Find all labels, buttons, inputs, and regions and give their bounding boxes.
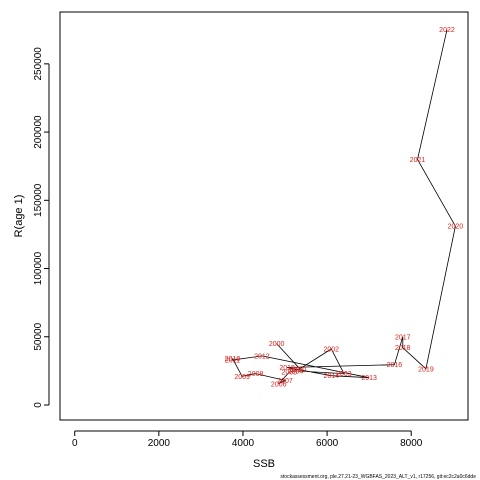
- y-axis: 0 50000 100000 150000 200000 250000: [33, 47, 50, 408]
- x-tick-label: 0: [72, 438, 78, 449]
- year-label-2022: 2022: [439, 27, 455, 34]
- year-label-2018: 2018: [395, 345, 411, 352]
- year-label-2009: 2009: [234, 374, 250, 381]
- year-label-2008: 2008: [248, 371, 264, 378]
- year-label-2012: 2012: [254, 353, 270, 360]
- x-tick-label: 2000: [148, 438, 171, 449]
- x-tick-label: 8000: [400, 438, 423, 449]
- year-label-2001: 2001: [292, 366, 308, 373]
- year-label-2017: 2017: [395, 334, 411, 341]
- x-tick-label: 6000: [316, 438, 339, 449]
- y-tick-label: 0: [33, 402, 44, 408]
- plot-frame: [59, 11, 469, 421]
- y-tick-label: 50000: [33, 322, 44, 350]
- year-label-2014: 2014: [324, 373, 340, 380]
- year-label-2003: 2003: [336, 371, 352, 378]
- year-label-2005: 2005: [281, 370, 297, 377]
- year-label-2002: 2002: [324, 347, 340, 354]
- year-label-2006: 2006: [271, 381, 287, 388]
- y-tick-label: 150000: [33, 183, 44, 217]
- y-tick-label: 200000: [33, 115, 44, 149]
- year-label-2010: 2010: [225, 356, 241, 363]
- x-axis: 0 2000 4000 6000 8000: [72, 430, 423, 449]
- year-label-2011: 2011: [225, 357, 240, 364]
- year-label-2020: 2020: [448, 224, 464, 231]
- y-tick-label: 250000: [33, 47, 44, 81]
- year-label-2000: 2000: [269, 341, 285, 348]
- series-line: [232, 29, 456, 385]
- x-tick-label: 4000: [232, 438, 255, 449]
- year-label-2021: 2021: [410, 157, 426, 164]
- y-tick-label: 100000: [33, 251, 44, 285]
- y-axis-title: R(age 1): [13, 195, 25, 238]
- year-label-2016: 2016: [387, 362, 403, 369]
- recruitment-trajectory-line: [232, 29, 456, 385]
- year-label-2019: 2019: [418, 366, 434, 373]
- year-label-2004: 2004: [288, 368, 304, 375]
- year-label-2007: 2007: [277, 378, 293, 385]
- year-label-2015: 2015: [279, 365, 295, 372]
- source-caption: stockassessment.org, ple.27.21-23_WGBFAS…: [280, 474, 476, 480]
- x-axis-title: SSB: [253, 458, 275, 470]
- year-label-2013: 2013: [361, 375, 377, 382]
- year-labels: 2000200120022003200420052006200720082009…: [225, 27, 464, 388]
